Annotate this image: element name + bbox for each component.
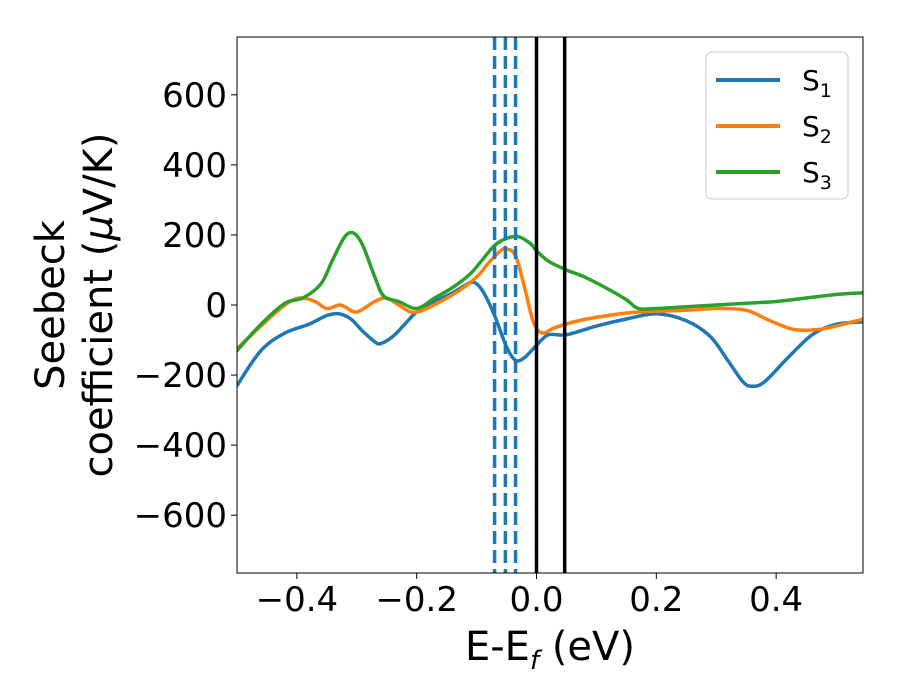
legend-label-s1: S1 <box>802 64 832 102</box>
y-tick-label: 200 <box>162 216 227 256</box>
y-tick-label: 600 <box>162 76 227 116</box>
y-tick-label: −200 <box>134 356 227 396</box>
x-tick-label: 0.4 <box>749 580 803 620</box>
y-axis-label-line2: coefficient (μV/K) <box>76 133 122 478</box>
x-axis-label: E-Ef (eV) <box>465 624 635 676</box>
legend-label-s3: S3 <box>802 156 832 194</box>
y-tick-label: 0 <box>205 286 227 326</box>
legend: S1 S2 S3 <box>705 51 849 200</box>
x-tick-label: −0.4 <box>256 580 339 620</box>
axis-ticks: −0.4 −0.2 0.0 0.2 0.4 600 400 200 0 −200 −400 −600 <box>134 76 804 620</box>
x-tick-label: −0.2 <box>375 580 458 620</box>
plot-area <box>237 37 863 573</box>
series-line-s3 <box>237 230 863 353</box>
series-line-s1 <box>237 280 863 389</box>
y-tick-label: 400 <box>162 146 227 186</box>
y-axis-label-line1: Seebeck <box>28 219 74 390</box>
legend-label-s2: S2 <box>802 110 832 148</box>
x-tick-label: 0.0 <box>509 580 563 620</box>
plot-data-layer <box>237 37 863 573</box>
y-tick-label: −400 <box>134 426 227 466</box>
y-tick-label: −600 <box>134 496 227 536</box>
x-tick-label: 0.2 <box>629 580 683 620</box>
